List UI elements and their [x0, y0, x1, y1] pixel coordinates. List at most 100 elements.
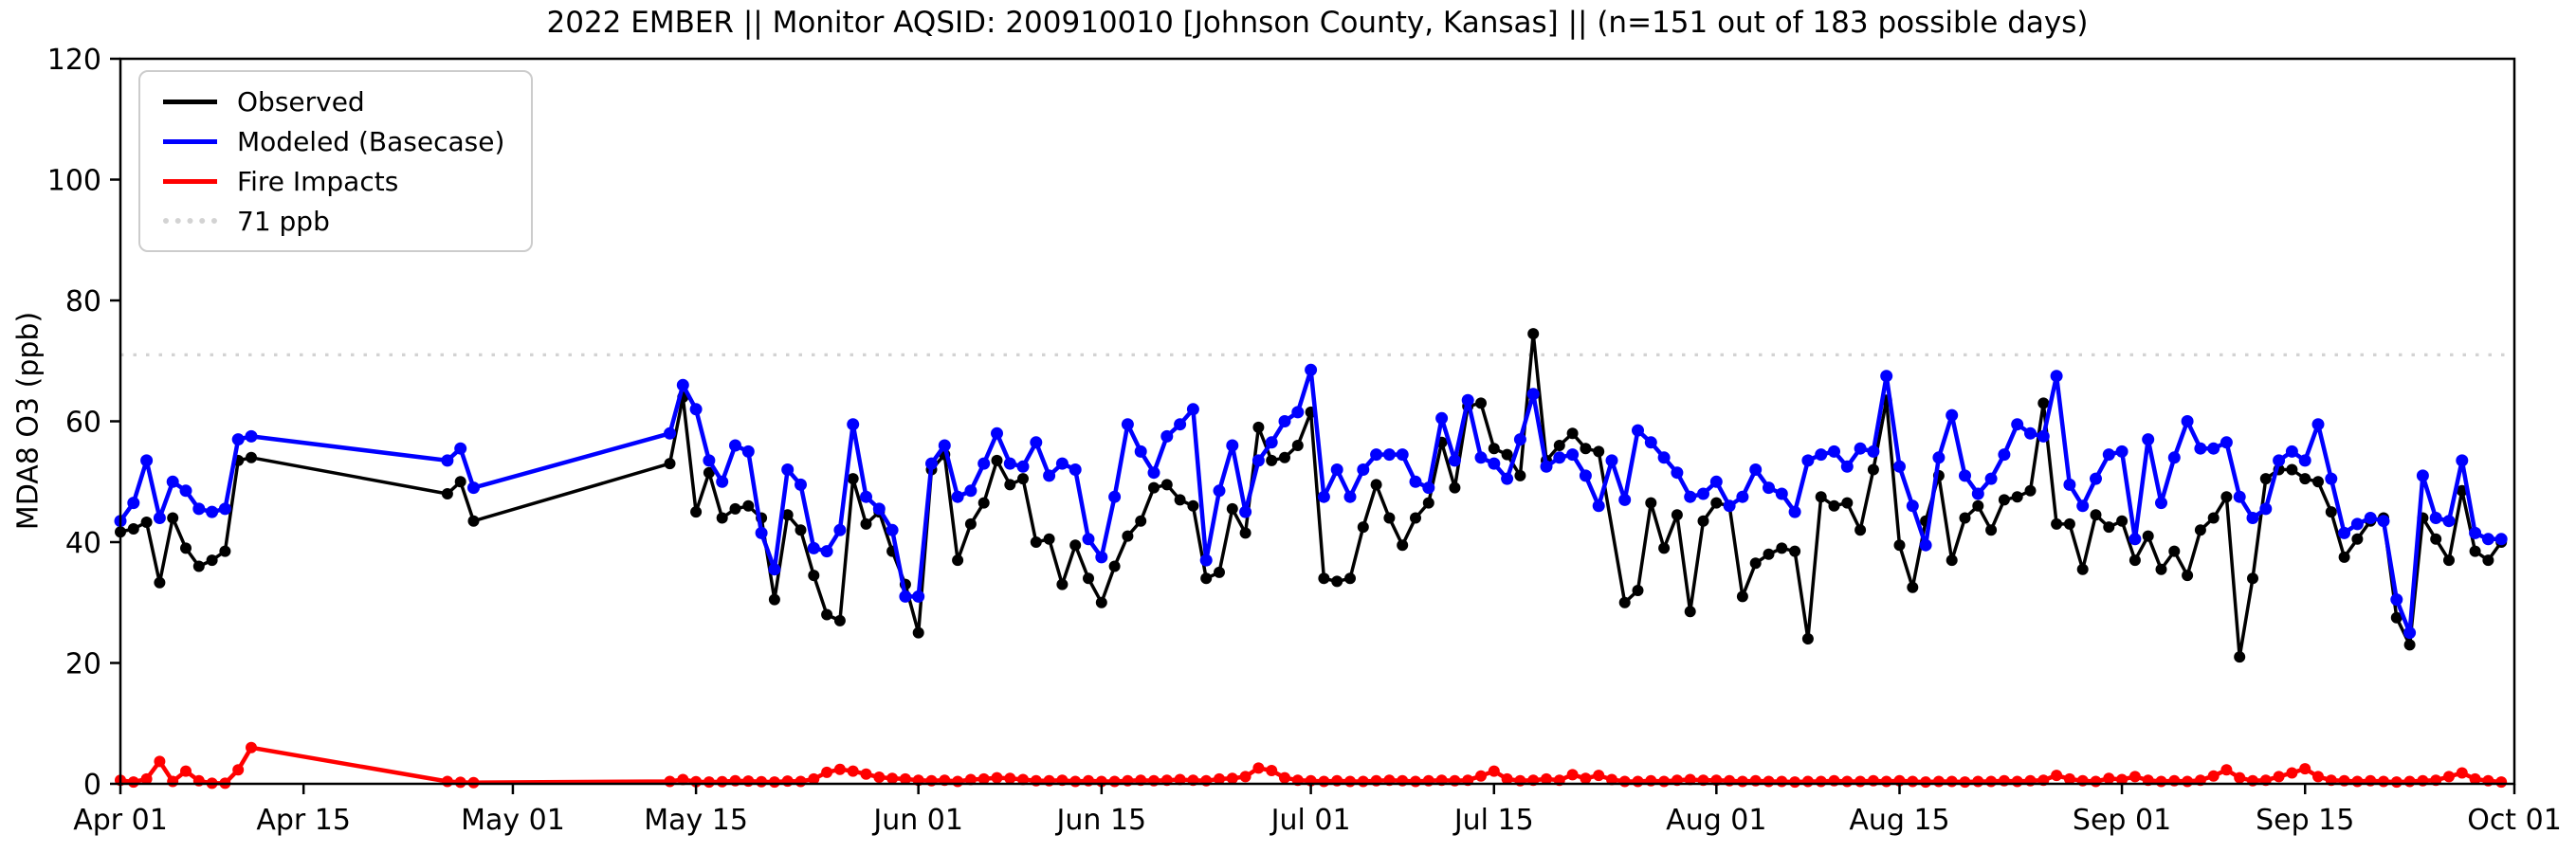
data-point	[2285, 445, 2298, 458]
data-point	[2312, 771, 2324, 783]
data-point	[2273, 454, 2286, 467]
data-point	[441, 775, 453, 788]
data-point	[1239, 527, 1251, 539]
data-point	[886, 772, 899, 785]
data-point	[179, 484, 192, 498]
data-point	[2390, 776, 2402, 789]
data-point	[2037, 397, 2050, 409]
data-point	[1906, 499, 1919, 513]
data-point	[1932, 451, 1946, 464]
x-tick-label: Sep 15	[2256, 804, 2354, 837]
data-point	[1763, 548, 1775, 560]
x-tick-label: Sep 01	[2073, 804, 2171, 837]
legend-row-71-ppb: 71 ppb	[140, 201, 504, 241]
data-point	[1069, 539, 1082, 552]
data-point	[2155, 563, 2167, 575]
data-point	[664, 458, 676, 470]
data-point	[1632, 775, 1644, 788]
data-point	[1317, 490, 1330, 503]
data-point	[1684, 606, 1696, 618]
data-point	[1357, 775, 1369, 788]
data-point	[2247, 572, 2258, 585]
data-point	[1789, 776, 1801, 789]
data-point	[1946, 408, 1959, 422]
data-point	[925, 457, 938, 470]
y-tick-label: 40	[65, 527, 101, 560]
data-point	[1134, 445, 1147, 458]
data-point	[2298, 454, 2311, 467]
y-tick-label: 60	[65, 407, 101, 440]
data-point	[1828, 445, 1840, 458]
data-point	[847, 418, 860, 431]
data-point	[1907, 581, 1919, 593]
data-point	[1893, 460, 1906, 473]
data-point	[127, 523, 139, 535]
data-point	[1801, 775, 1814, 788]
data-point	[1697, 515, 1709, 527]
data-point	[860, 768, 872, 780]
data-point	[2051, 517, 2063, 530]
data-point	[2037, 429, 2050, 443]
legend-line-sample	[163, 138, 217, 144]
data-point	[1867, 445, 1880, 458]
data-point	[886, 523, 899, 536]
data-point	[1920, 776, 1932, 789]
data-point	[2233, 490, 2246, 503]
data-point	[756, 775, 768, 788]
x-tick-label: Jun 15	[1055, 804, 1147, 837]
data-point	[703, 466, 715, 479]
data-point	[716, 475, 729, 488]
data-point	[1632, 585, 1644, 596]
data-point	[860, 517, 872, 530]
data-point	[454, 776, 466, 789]
data-point	[1252, 762, 1265, 774]
data-point	[2403, 775, 2416, 788]
data-point	[1541, 772, 1552, 785]
data-point	[1972, 775, 1984, 788]
data-point	[2312, 476, 2324, 488]
data-point	[2142, 433, 2155, 446]
legend: Observed Modeled (Basecase) Fire Impacts 71…	[138, 70, 534, 252]
data-point	[2155, 775, 2167, 788]
data-point	[1998, 448, 2011, 462]
data-point	[1854, 524, 1867, 536]
x-tick-label: Apr 15	[256, 804, 351, 837]
data-point	[716, 775, 728, 788]
data-point	[167, 512, 179, 524]
x-tick-label: Aug 01	[1666, 804, 1766, 837]
data-point	[1121, 418, 1134, 431]
data-point	[1854, 442, 1867, 455]
x-tick-label: Jul 01	[1270, 804, 1351, 837]
data-point	[2469, 772, 2481, 785]
data-point	[1488, 765, 1500, 777]
data-point	[977, 457, 991, 470]
data-point	[1343, 490, 1357, 503]
data-point	[192, 560, 205, 572]
data-point	[2168, 545, 2181, 557]
data-point	[1305, 363, 1318, 376]
data-point	[2286, 767, 2298, 779]
legend-row-observed: Observed	[140, 82, 504, 121]
data-point	[977, 497, 990, 509]
data-point	[206, 554, 218, 567]
legend-label: Modeled (Basecase)	[237, 125, 505, 157]
legend-line-sample	[163, 178, 217, 184]
data-point	[912, 626, 924, 639]
data-point	[742, 775, 755, 788]
legend-line-sample	[163, 99, 217, 104]
data-point	[1501, 448, 1513, 461]
data-point	[467, 515, 480, 527]
data-point	[1514, 469, 1526, 481]
data-point	[833, 763, 846, 775]
data-point	[1448, 454, 1461, 467]
data-point	[1095, 596, 1107, 608]
data-point	[1658, 775, 1671, 788]
data-point	[1410, 775, 1421, 788]
data-point	[873, 771, 886, 783]
data-point	[2416, 469, 2429, 482]
data-point	[1030, 436, 1043, 449]
data-point	[1004, 772, 1016, 785]
data-point	[1082, 533, 1095, 546]
data-point	[2220, 491, 2233, 503]
data-point	[2011, 775, 2023, 788]
